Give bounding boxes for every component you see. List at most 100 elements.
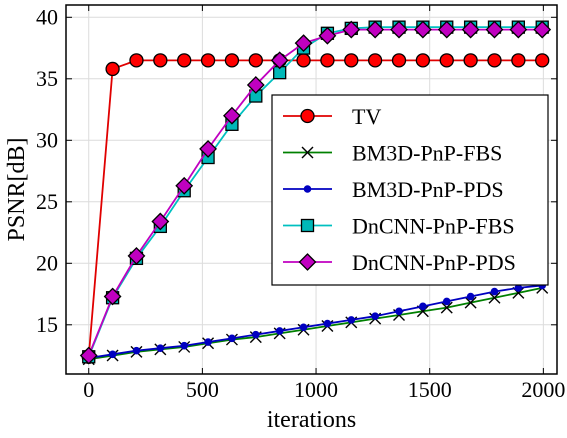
data-point-tv	[320, 53, 335, 68]
legend-box	[271, 94, 549, 286]
legend-item-bm3d-pnp-fbs: BM3D-PnP-FBS	[283, 141, 502, 166]
data-point-dncnn-pnp-pds	[103, 287, 122, 306]
data-point-bm3d-pnp-pds	[228, 334, 236, 343]
data-point-dncnn-pnp-pds	[294, 34, 313, 53]
data-point-tv	[129, 53, 144, 68]
data-point-dncnn-pnp-pds	[437, 20, 456, 39]
data-point-tv	[367, 53, 383, 68]
data-point-tv	[296, 53, 311, 68]
x-marker-stroke	[464, 296, 477, 309]
data-point-dncnn-pnp-pds	[199, 139, 217, 158]
data-point-dncnn-pnp-pds	[390, 20, 408, 39]
data-point-dncnn-pnp-pds	[413, 20, 432, 39]
data-point-dncnn-pnp-pds	[246, 76, 265, 94]
data-point-dncnn-pnp-pds	[127, 247, 146, 265]
legend-label: BM3D-PnP-FBS	[352, 141, 502, 166]
legend-item-dncnn-pnp-pds: DnCNN-PnP-PDS	[283, 250, 516, 275]
data-point-bm3d-pnp-pds	[466, 292, 475, 301]
data-point-tv	[153, 53, 168, 68]
data-point-bm3d-pnp-pds	[395, 307, 403, 316]
plot-frame	[65, 4, 558, 375]
data-point-dncnn-pnp-pds	[175, 176, 194, 195]
data-point-dncnn-pnp-pds	[461, 20, 480, 39]
legend: TV BM3D-PnP-FBS BM3D-PnP-PDS DnCNN-PnP-FBS D…	[271, 94, 549, 286]
series-line-bm3d-pnp-fbs	[88, 287, 543, 361]
y-tick-label: 20	[36, 250, 58, 275]
series-line-bm3d-pnp-pds	[88, 284, 543, 359]
legend-item-bm3d-pnp-pds: BM3D-PnP-PDS	[283, 177, 504, 202]
legend-item-dncnn-pnp-fbs: DnCNN-PnP-FBS	[283, 214, 515, 239]
legend-marker	[301, 146, 314, 159]
x-marker-stroke	[512, 286, 525, 299]
x-tick-label: 500	[186, 377, 219, 402]
data-point-bm3d-pnp-fbs	[440, 301, 453, 314]
data-point-bm3d-pnp-pds	[204, 338, 212, 346]
legend-marker	[300, 218, 315, 233]
series-layer	[79, 20, 552, 366]
data-point-tv	[535, 53, 550, 68]
legend-marker	[300, 108, 315, 124]
data-point-tv	[439, 53, 454, 68]
data-point-bm3d-pnp-pds	[252, 330, 260, 339]
data-point-bm3d-pnp-pds	[132, 346, 141, 355]
x-marker-stroke	[440, 301, 453, 314]
data-point-dncnn-pnp-pds	[79, 346, 98, 365]
data-point-tv	[487, 53, 502, 68]
y-tick-label: 15	[36, 312, 58, 337]
data-point-tv	[224, 53, 240, 68]
data-point-dncnn-pnp-pds	[342, 20, 361, 39]
legend-marker	[303, 185, 312, 193]
data-point-tv	[200, 53, 216, 68]
data-point-bm3d-pnp-pds	[275, 327, 284, 335]
data-point-tv	[415, 53, 431, 68]
data-point-dncnn-pnp-pds	[223, 106, 241, 125]
data-point-tv	[344, 53, 359, 68]
data-point-tv	[105, 61, 120, 77]
data-point-bm3d-pnp-fbs	[488, 291, 501, 304]
data-point-tv	[248, 53, 263, 68]
data-point-bm3d-pnp-pds	[156, 344, 165, 352]
data-point-bm3d-pnp-pds	[108, 350, 117, 359]
x-marker-stroke	[488, 291, 501, 304]
data-point-dncnn-pnp-pds	[366, 20, 385, 39]
data-point-tv	[463, 53, 478, 68]
legend-label: DnCNN-PnP-FBS	[352, 214, 515, 239]
data-point-bm3d-pnp-pds	[371, 312, 379, 320]
x-marker-stroke	[416, 305, 429, 318]
data-point-tv	[511, 53, 526, 68]
x-tick-label: 1000	[294, 377, 338, 402]
y-tick-label: 40	[36, 4, 58, 29]
y-tick-label: 25	[36, 189, 58, 214]
legend-label: DnCNN-PnP-PDS	[352, 250, 516, 275]
ticks: 0 500 1000 1500 2000 15 20 25 30 35 40	[36, 4, 565, 402]
series-dncnn-pnp-pds	[79, 20, 552, 365]
data-point-dncnn-pnp-pds	[318, 26, 337, 45]
x-tick-label: 1500	[408, 377, 452, 402]
x-tick-label: 2000	[521, 377, 565, 402]
data-point-tv	[177, 53, 192, 68]
legend-marker	[298, 253, 317, 271]
data-point-bm3d-pnp-pds	[347, 316, 356, 324]
data-point-bm3d-pnp-pds	[419, 302, 427, 311]
legend-label: BM3D-PnP-PDS	[352, 177, 504, 202]
y-tick-label: 30	[36, 127, 58, 152]
series-bm3d-pnp-pds	[84, 281, 547, 362]
data-point-bm3d-pnp-pds	[442, 297, 451, 306]
legend-label: TV	[352, 104, 381, 129]
x-marker-stroke	[301, 146, 314, 159]
y-axis-label: PSNR[dB]	[4, 137, 30, 241]
x-tick-label: 0	[83, 377, 94, 402]
data-point-dncnn-pnp-pds	[485, 20, 504, 39]
legend-item-tv: TV	[283, 104, 381, 129]
data-point-bm3d-pnp-pds	[323, 319, 332, 328]
data-point-dncnn-pnp-pds	[151, 212, 170, 231]
data-point-bm3d-pnp-pds	[490, 287, 499, 296]
data-point-tv	[391, 53, 407, 68]
data-point-bm3d-pnp-pds	[180, 341, 189, 350]
data-point-bm3d-pnp-fbs	[464, 296, 477, 309]
data-point-dncnn-pnp-pds	[270, 51, 289, 70]
y-tick-label: 35	[36, 66, 58, 91]
x-axis-label: iterations	[267, 407, 356, 433]
data-point-dncnn-pnp-pds	[509, 20, 528, 39]
